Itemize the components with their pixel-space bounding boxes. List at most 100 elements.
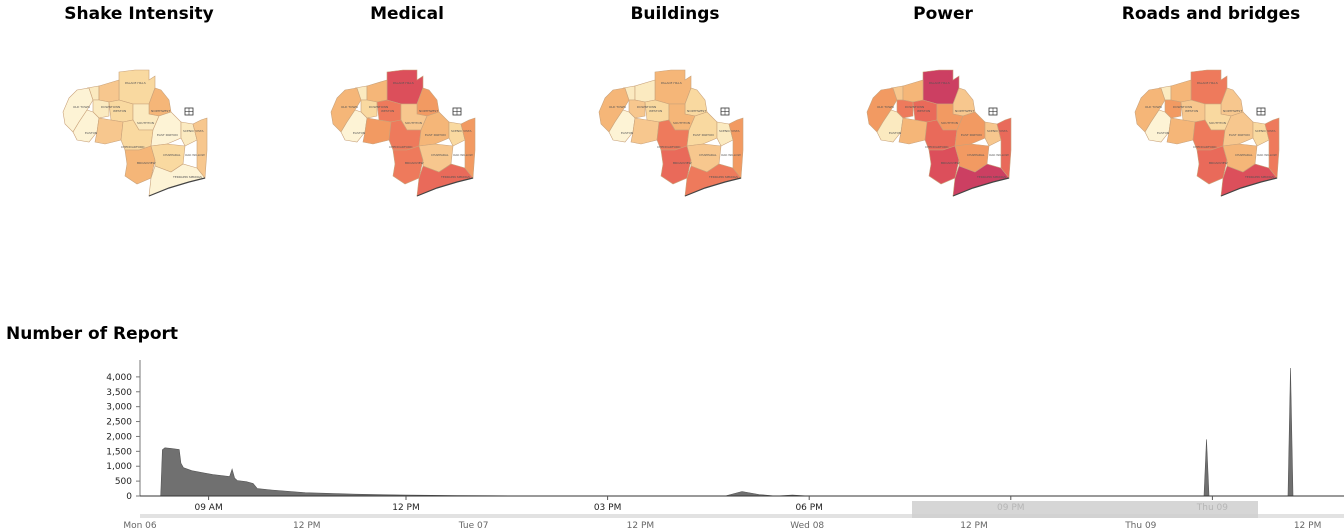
district-label: CHEDDARFORD <box>1193 145 1217 149</box>
range-selector[interactable] <box>140 501 1344 518</box>
landmark-icon <box>720 107 730 116</box>
district-label: DOWNTOWN <box>637 105 656 109</box>
brush-selection[interactable] <box>912 501 1258 518</box>
district-label: BROADVIEW <box>137 161 156 165</box>
coastline <box>684 177 742 197</box>
y-tick-label: 0 <box>126 492 132 502</box>
district-label: WESTON <box>649 109 662 113</box>
landmark-icon <box>1256 107 1266 116</box>
x-tick-label-lower: 12 PM <box>627 521 655 530</box>
map-district[interactable] <box>630 117 660 145</box>
map-district[interactable] <box>660 145 692 185</box>
x-tick-label-lower: Thu 09 <box>1124 521 1156 530</box>
y-tick-label: 500 <box>115 477 132 487</box>
map-district[interactable] <box>98 79 120 103</box>
district-label: OLD TOWN <box>73 105 90 109</box>
map-district[interactable] <box>728 117 744 179</box>
district-label: OAK WILLOW <box>721 153 741 157</box>
map-district[interactable] <box>902 79 924 103</box>
district-label: OLD TOWN <box>341 105 358 109</box>
district-label: NORTHWEST <box>151 109 170 113</box>
map-district[interactable] <box>94 117 124 145</box>
x-tick-label: 12 PM <box>392 503 420 513</box>
choropleth-map-shake-intensity[interactable]: OLD TOWN PALACE HILLS NORTHWEST DOWNTOWNWES… <box>55 60 245 220</box>
district-label: BROADVIEW <box>941 161 960 165</box>
map-district[interactable] <box>366 79 388 103</box>
district-label: WESTON <box>917 109 930 113</box>
district-label: SOUTHTON <box>673 121 690 125</box>
y-axis: 0 500 1,000 1,500 2,000 2,500 3,000 3,500 4,000 <box>106 360 141 502</box>
district-label: PALACE HILLS <box>1197 81 1218 85</box>
district-label: CHEDDARFORD <box>657 145 681 149</box>
map-district[interactable] <box>460 117 476 179</box>
y-tick-label: 1,500 <box>106 447 132 457</box>
district-label: EAST PARTON <box>1229 133 1250 137</box>
choropleth-map-medical[interactable]: OLD TOWN PALACE HILLS NORTHWEST DOWNTOWNWES… <box>323 60 513 220</box>
district-label: CHEDDARFORD <box>121 145 145 149</box>
district-label: BROADVIEW <box>1209 161 1228 165</box>
map-district[interactable] <box>928 145 960 185</box>
x-tick-label-lower: Tue 07 <box>458 521 489 530</box>
district-label: NORTHWEST <box>1223 109 1242 113</box>
map-district[interactable] <box>922 69 960 105</box>
y-tick-label: 3,000 <box>106 403 132 413</box>
map-district[interactable] <box>192 117 208 179</box>
x-tick-label: 06 PM <box>795 503 823 513</box>
timeline-chart[interactable]: 05001,0001,5002,0002,5003,0003,5004,000 … <box>0 350 1344 530</box>
map-district[interactable] <box>716 121 734 147</box>
map-district[interactable] <box>898 117 928 145</box>
district-label: EASTON <box>1157 131 1169 135</box>
map-district[interactable] <box>654 69 692 105</box>
district-label: CHEDDARFORD <box>389 145 413 149</box>
x-tick-label-lower: Mon 06 <box>123 521 157 530</box>
district-label: TERRAPIN SPRINGS <box>708 175 738 179</box>
district-label: OLD TOWN <box>1145 105 1162 109</box>
map-district[interactable] <box>1252 121 1270 147</box>
map-district[interactable] <box>180 121 198 147</box>
map-district[interactable] <box>1166 117 1196 145</box>
district-label: EASTON <box>353 131 365 135</box>
landmark-icon <box>988 107 998 116</box>
district-label: EASTON <box>621 131 633 135</box>
map-district[interactable] <box>448 121 466 147</box>
district-label: EASTON <box>889 131 901 135</box>
y-tick-label: 2,000 <box>106 432 132 442</box>
map-district[interactable] <box>124 145 156 185</box>
district-label: SOUTHTON <box>941 121 958 125</box>
map-district[interactable] <box>386 69 424 105</box>
district-label: SOUTHTON <box>1209 121 1226 125</box>
map-district[interactable] <box>1196 145 1228 185</box>
map-district[interactable] <box>996 117 1012 179</box>
district-label: CHAPPARAL <box>431 153 449 157</box>
district-label: SCENIC VISTA <box>183 129 205 133</box>
x-tick-label-lower: 12 PM <box>293 521 321 530</box>
district-label: WESTON <box>113 109 126 113</box>
map-district[interactable] <box>362 117 392 145</box>
report-count-area[interactable] <box>154 367 1330 497</box>
map-district[interactable] <box>1170 79 1192 103</box>
choropleth-map-roads-and-bridges[interactable]: OLD TOWN PALACE HILLS NORTHWEST DOWNTOWNWES… <box>1127 60 1317 220</box>
y-tick-label: 2,500 <box>106 418 132 428</box>
district-label: EASTON <box>85 131 97 135</box>
district-label: CHEDDARFORD <box>925 145 949 149</box>
district-label: OAK WILLOW <box>1257 153 1277 157</box>
map-district[interactable] <box>392 145 424 185</box>
map-district[interactable] <box>1264 117 1280 179</box>
district-label: EAST PARTON <box>157 133 178 137</box>
district-label: CHAPPARAL <box>699 153 717 157</box>
district-label: TERRAPIN SPRINGS <box>1244 175 1274 179</box>
y-tick-label: 1,000 <box>106 462 132 472</box>
district-label: OAK WILLOW <box>453 153 473 157</box>
coastline <box>416 177 474 197</box>
district-label: SCENIC VISTA <box>987 129 1009 133</box>
map-district[interactable] <box>634 79 656 103</box>
choropleth-map-buildings[interactable]: OLD TOWN PALACE HILLS NORTHWEST DOWNTOWNWES… <box>591 60 781 220</box>
choropleth-map-power[interactable]: OLD TOWN PALACE HILLS NORTHWEST DOWNTOWNWES… <box>859 60 1049 220</box>
map-district[interactable] <box>1190 69 1228 105</box>
district-label: DOWNTOWN <box>101 105 120 109</box>
coastline <box>1220 177 1278 197</box>
map-district[interactable] <box>118 69 156 105</box>
district-label: WESTON <box>381 109 394 113</box>
map-district[interactable] <box>984 121 1002 147</box>
x-axis-lower: Mon 06 12 PM Tue 07 12 PM Wed 08 12 PM Thu 09 1… <box>123 521 1321 530</box>
